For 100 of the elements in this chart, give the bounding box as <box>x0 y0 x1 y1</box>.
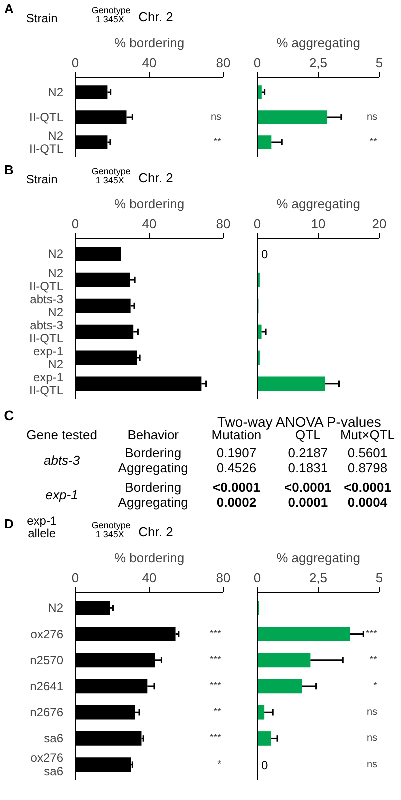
chart-title: % bordering <box>114 36 185 50</box>
bar <box>258 705 265 720</box>
category-label: QTL <box>296 428 321 443</box>
chart-title: % aggregating <box>276 36 360 50</box>
text: A <box>4 2 14 16</box>
bar <box>258 136 272 150</box>
data-label: 0 <box>262 758 268 772</box>
x-tick-label: 5 <box>376 570 384 586</box>
bar <box>258 110 328 124</box>
y-tick-label: N2 <box>48 247 64 262</box>
text: Aggregating <box>118 494 188 510</box>
text: <0.0001 <box>284 480 332 496</box>
x-tick-label: 40 <box>142 216 157 232</box>
y-tick-label: N2 <box>48 86 64 100</box>
text: Genotype 1 345X <box>92 166 131 186</box>
category-label: exp-1 <box>46 488 78 503</box>
annotation: ** <box>370 137 378 148</box>
x-tick-label: 0 <box>254 570 262 586</box>
chart-title: % bordering <box>114 196 185 212</box>
category-label: Mut×QTL <box>340 428 396 443</box>
category-label: Mutation <box>212 428 262 443</box>
annotation: * <box>218 759 222 770</box>
y-axis-title: Strain <box>26 12 58 26</box>
x-tick-label: 80 <box>216 570 231 586</box>
bar <box>258 732 272 746</box>
bar <box>258 627 350 642</box>
text: 0.0004 <box>348 494 388 510</box>
annotation: ns <box>366 112 378 123</box>
text: B <box>4 162 14 178</box>
y-tick-label: n2570 <box>30 653 64 668</box>
data-label: 0 <box>262 248 268 262</box>
y-tick-label: sa6 <box>44 732 64 746</box>
annotation: *** <box>366 628 378 640</box>
text: 0.0002 <box>216 494 257 510</box>
x-tick-label: 2,5 <box>309 56 328 70</box>
text: 0.1907 <box>216 446 257 461</box>
y-axis-title: exp-1 allele <box>27 514 58 540</box>
x-tick-label: 0 <box>72 570 80 586</box>
annotation: ns <box>210 112 222 123</box>
text: 0.4526 <box>216 460 257 476</box>
chart-title: % aggregating <box>276 550 360 566</box>
text: 0.0001 <box>288 494 328 510</box>
annotation: *** <box>210 654 222 666</box>
text: Genotype 1 345X <box>92 520 131 540</box>
annotation: ns <box>366 707 378 718</box>
bar <box>258 376 326 392</box>
annotation: ** <box>214 137 222 148</box>
y-axis-title: Strain <box>26 172 58 186</box>
text: 0.8798 <box>348 460 388 476</box>
y-tick-label: II-QTL <box>30 110 64 124</box>
text: C <box>4 407 14 424</box>
x-tick-label: 0 <box>72 216 80 232</box>
text: 0.5601 <box>348 446 388 461</box>
text: Chr. 2 <box>138 524 174 540</box>
text: Chr. 2 <box>138 170 174 186</box>
text: Genotype 1 345X <box>92 6 131 24</box>
bar <box>258 86 262 100</box>
text: Chr. 2 <box>138 10 174 24</box>
y-tick-label: exp-1 II-QTL <box>30 370 64 398</box>
chart-title: % bordering <box>114 550 185 566</box>
text: Two-way ANOVA P-values <box>218 414 382 430</box>
x-tick-label: 80 <box>216 216 231 232</box>
y-tick-label: ox276 sa6 <box>30 751 64 778</box>
category-label: Behavior <box>128 428 180 443</box>
text: Bordering <box>125 480 182 496</box>
annotation: ns <box>366 759 378 770</box>
annotation: *** <box>210 628 222 640</box>
category-label: Gene tested <box>26 428 98 443</box>
bar <box>258 324 262 340</box>
bar <box>258 653 311 668</box>
x-tick-label: 80 <box>216 56 231 70</box>
y-tick-label: N2 II-QTL <box>30 128 64 156</box>
x-tick-label: 5 <box>376 56 384 70</box>
x-tick-label: 40 <box>142 56 157 70</box>
annotation: ** <box>370 654 378 666</box>
annotation: ns <box>366 733 378 744</box>
chart-title: % aggregating <box>276 196 360 212</box>
x-tick-label: 20 <box>372 216 387 232</box>
y-tick-label: n2676 <box>30 706 64 720</box>
annotation: *** <box>210 733 222 744</box>
annotation: * <box>374 681 378 692</box>
x-tick-label: 0 <box>254 216 262 232</box>
annotation: ** <box>214 707 222 718</box>
text: D <box>4 516 14 532</box>
y-tick-label: ox276 <box>30 627 64 642</box>
x-tick-label: 0 <box>72 56 80 70</box>
category-label: abts-3 <box>44 453 80 468</box>
x-tick-label: 10 <box>311 216 326 232</box>
bar <box>258 679 302 694</box>
text: <0.0001 <box>344 480 392 496</box>
x-tick-label: 0 <box>254 56 262 70</box>
annotation: *** <box>210 681 222 692</box>
text: Bordering <box>125 446 182 461</box>
x-tick-label: 40 <box>142 570 157 586</box>
x-tick-label: 2,5 <box>309 570 328 586</box>
y-tick-label: N2 <box>48 601 64 616</box>
text: 0.1831 <box>288 460 328 476</box>
text: 0.2187 <box>288 446 328 461</box>
text: Aggregating <box>118 460 188 476</box>
text: <0.0001 <box>213 480 260 496</box>
